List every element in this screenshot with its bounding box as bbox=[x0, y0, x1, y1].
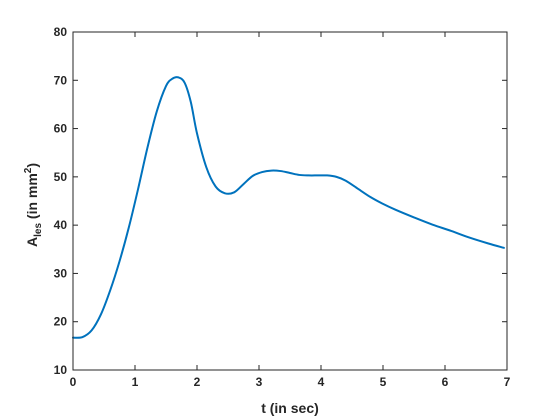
y-tick-label: 10 bbox=[54, 363, 68, 377]
plot-background bbox=[73, 32, 507, 370]
y-axis-title: Ales (in mm2) bbox=[23, 163, 44, 247]
y-axis-title-close: ) bbox=[24, 163, 40, 168]
x-tick-label: 0 bbox=[70, 375, 77, 389]
x-tick-label: 4 bbox=[318, 375, 325, 389]
x-tick-label: 2 bbox=[194, 375, 201, 389]
x-tick-label: 7 bbox=[504, 375, 511, 389]
axes-box bbox=[72, 31, 508, 371]
y-tick-label: 60 bbox=[54, 122, 68, 136]
series-layer bbox=[72, 76, 505, 339]
y-tick-label: 30 bbox=[54, 266, 68, 280]
x-axis-title: t (in sec) bbox=[261, 400, 319, 416]
x-tick-label: 6 bbox=[442, 375, 449, 389]
y-axis-title-subscript: les bbox=[33, 223, 44, 237]
y-axis-title-text: (in mm bbox=[24, 173, 40, 223]
y-tick-label: 20 bbox=[54, 315, 68, 329]
y-tick-label: 70 bbox=[54, 73, 68, 87]
y-axis-title-base: A bbox=[24, 237, 40, 247]
series-line-0 bbox=[72, 76, 505, 339]
y-tick-label: 50 bbox=[54, 170, 68, 184]
y-axis-title-superscript: 2 bbox=[23, 167, 34, 173]
x-tick-label: 3 bbox=[256, 375, 263, 389]
y-tick-label: 40 bbox=[54, 218, 68, 232]
y-tick-label: 80 bbox=[54, 25, 68, 39]
plot-area bbox=[72, 31, 508, 371]
x-tick-label: 1 bbox=[132, 375, 139, 389]
tick-labels: 0 1 2 3 4 5 6 7 10 20 30 40 50 60 70 80 bbox=[54, 25, 511, 389]
x-tick-label: 5 bbox=[380, 375, 387, 389]
